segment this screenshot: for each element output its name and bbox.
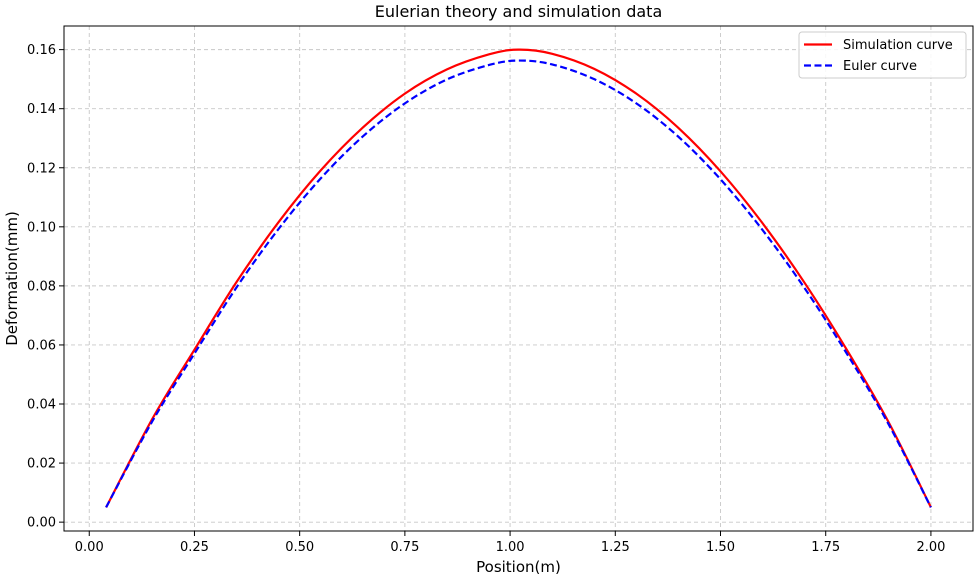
chart-title: Eulerian theory and simulation data: [375, 2, 663, 21]
legend-label-simulation: Simulation curve: [843, 38, 953, 53]
plot-frame: [63, 25, 974, 532]
y-tick-label: 0.00: [27, 516, 56, 531]
x-tick-label: 0.25: [180, 540, 209, 555]
y-tick-label: 0.12: [27, 161, 56, 176]
x-tick-label: 0.50: [285, 540, 314, 555]
simulation-curve-line: [105, 48, 932, 508]
euler-curve-line: [105, 59, 932, 508]
y-tick-label: 0.02: [27, 457, 56, 472]
x-tick-label: 2.00: [916, 540, 945, 555]
x-tick-label: 1.25: [601, 540, 630, 555]
y-tick-label: 0.14: [27, 102, 56, 117]
y-tick-label: 0.04: [27, 398, 56, 413]
grid: [64, 26, 973, 531]
legend-label-euler: Euler curve: [843, 59, 917, 74]
x-tick-label: 1.50: [706, 540, 735, 555]
x-tick-label: 0.00: [75, 540, 104, 555]
ticks: 0.00 0.25 0.50 0.75 1.00 1.25 1.50 1.75 2.00 0.00…: [27, 43, 945, 555]
x-axis-label: Position(m): [476, 558, 561, 576]
y-tick-label: 0.16: [27, 43, 56, 58]
y-tick-label: 0.10: [27, 220, 56, 235]
legend: Simulation curve Euler curve: [798, 31, 967, 79]
x-tick-label: 1.75: [811, 540, 840, 555]
y-tick-label: 0.06: [27, 338, 56, 353]
x-tick-label: 0.75: [390, 540, 419, 555]
legend-box: [798, 31, 967, 79]
x-tick-label: 1.00: [496, 540, 525, 555]
y-axis-label: Deformation(mm): [3, 211, 21, 346]
y-tick-label: 0.08: [27, 279, 56, 294]
series-layer: [105, 48, 932, 508]
